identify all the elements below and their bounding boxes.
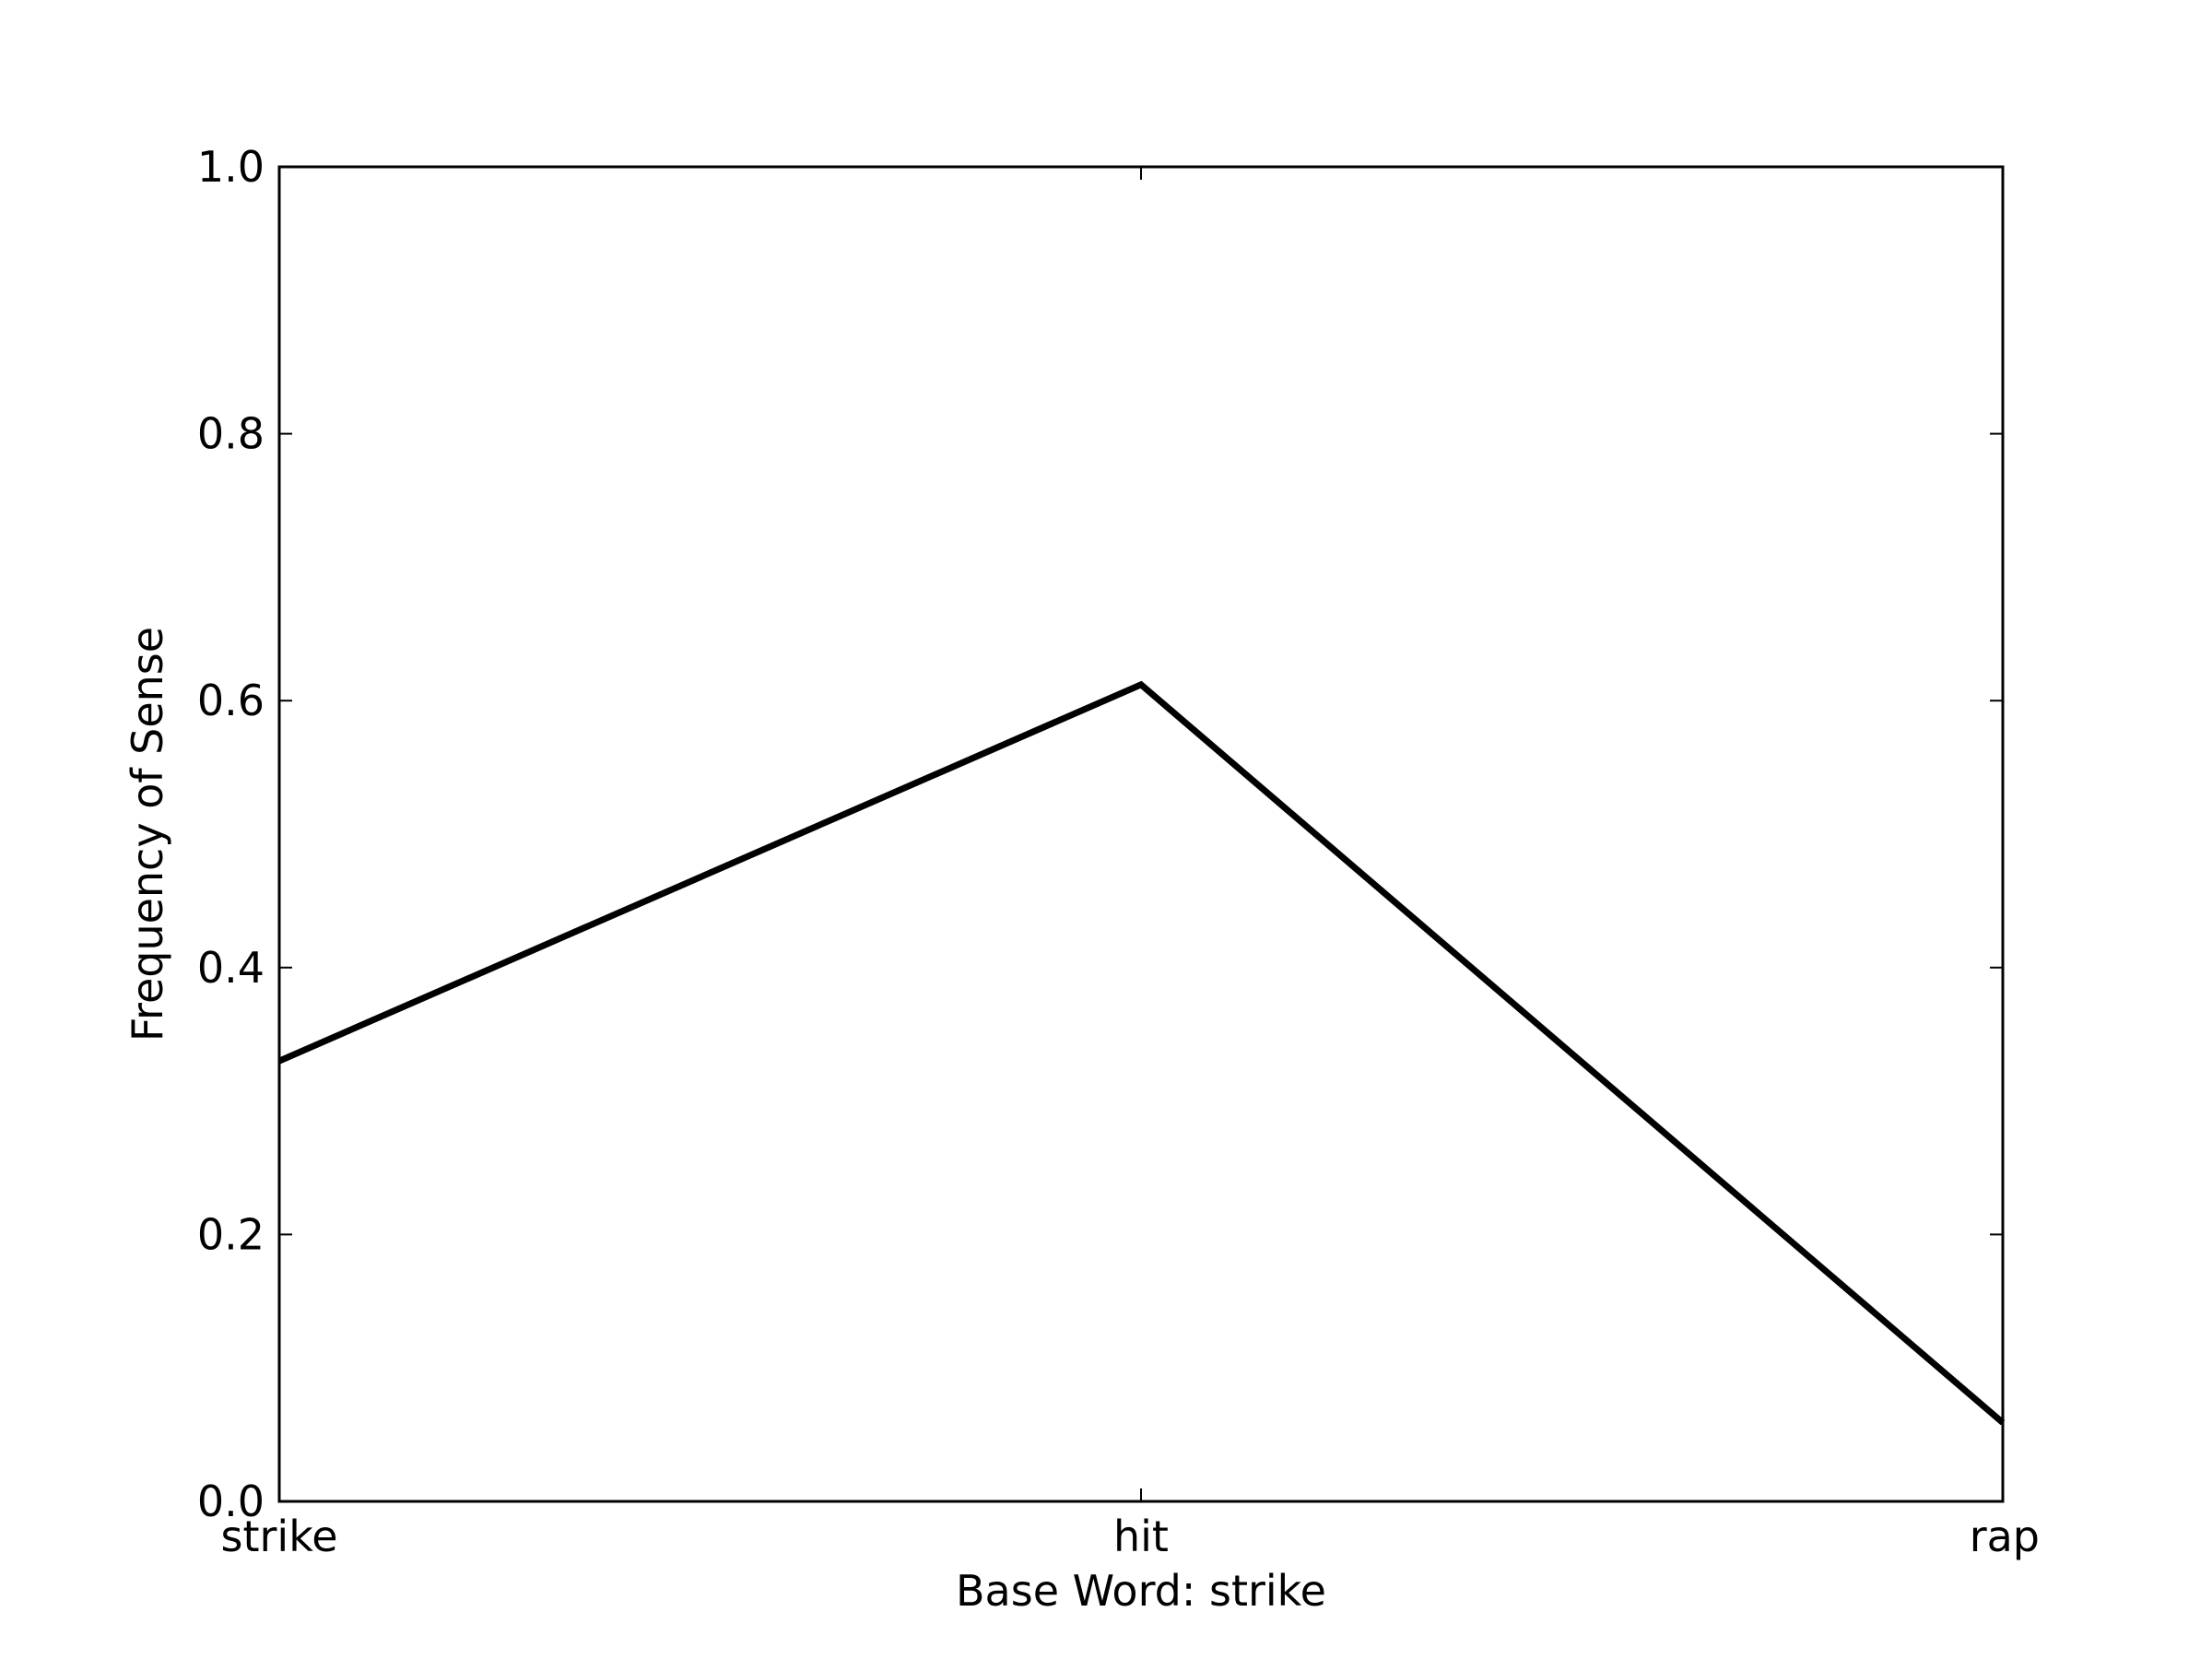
y-tick-label: 0.0: [197, 1477, 265, 1526]
x-tick-label-strike: strike: [221, 1512, 338, 1561]
y-tick-label: 1.0: [197, 142, 265, 192]
y-tick-label: 0.6: [197, 676, 265, 725]
x-tick-label-hit: hit: [1113, 1512, 1169, 1561]
x-axis: strike hit rap: [221, 167, 2040, 1561]
y-axis-label: Frequency of Sense: [123, 627, 172, 1041]
series-line-0: [277, 680, 2006, 1426]
series-layer: [277, 680, 2006, 1426]
y-tick-label: 0.4: [197, 943, 265, 993]
plot-frame: [277, 165, 2005, 1503]
y-axis: 0.0 0.2 0.4 0.6 0.8 1.0: [197, 142, 2003, 1526]
y-tick-label: 0.2: [197, 1209, 265, 1259]
x-axis-label: Base Word: strike: [956, 1566, 1326, 1616]
x-tick-label-rap: rap: [1970, 1512, 2040, 1561]
y-tick-label: 0.8: [197, 409, 265, 459]
